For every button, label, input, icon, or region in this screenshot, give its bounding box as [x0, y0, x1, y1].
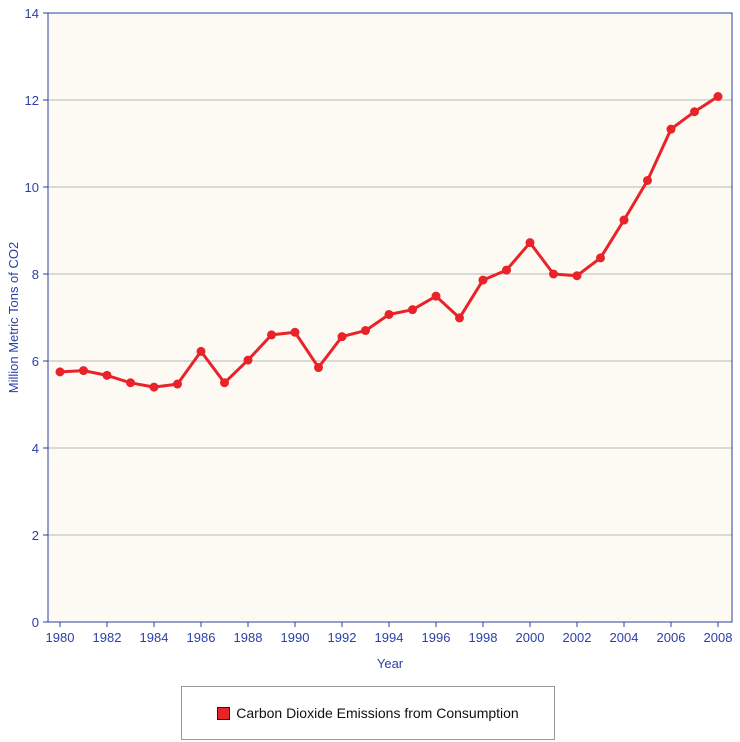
y-tick-label: 0 — [32, 615, 39, 630]
data-point — [619, 215, 629, 225]
y-axis-title: Million Metric Tons of CO2 — [6, 242, 21, 393]
y-tick-label: 12 — [25, 93, 39, 108]
x-tick-label: 1994 — [375, 630, 404, 645]
data-point — [196, 346, 206, 356]
data-point — [220, 378, 229, 388]
data-point — [572, 271, 582, 281]
data-point — [408, 305, 417, 315]
x-tick-label: 2002 — [563, 630, 592, 645]
x-tick-label: 1984 — [140, 630, 169, 645]
data-point — [690, 107, 699, 117]
data-point — [643, 175, 652, 185]
data-point — [502, 265, 511, 275]
y-tick-label: 8 — [32, 267, 39, 282]
x-tick-label: 2004 — [610, 630, 639, 645]
data-point — [361, 326, 370, 336]
y-tick-label: 2 — [32, 528, 39, 543]
data-point — [596, 253, 605, 263]
data-point — [384, 309, 394, 319]
x-tick-label: 1980 — [46, 630, 75, 645]
data-point — [173, 379, 182, 389]
y-axis-ticks: 0 2 4 6 8 10 12 14 — [25, 6, 48, 630]
data-point — [666, 124, 676, 134]
data-point — [549, 269, 558, 279]
data-point — [290, 327, 300, 337]
x-axis-title: Year — [377, 656, 404, 671]
axes — [47, 12, 733, 623]
y-tick-label: 14 — [25, 6, 39, 21]
y-tick-label: 4 — [32, 441, 39, 456]
data-point — [55, 367, 65, 377]
data-series — [55, 92, 723, 392]
grid-lines — [48, 99, 732, 536]
x-tick-label: 1998 — [469, 630, 498, 645]
x-axis-ticks: 1980 1982 1984 1986 1988 1990 1992 1994 1996 1998… — [46, 622, 733, 645]
data-point — [337, 332, 347, 342]
y-tick-label: 10 — [25, 180, 39, 195]
plot-border — [47, 12, 733, 623]
data-point — [267, 330, 276, 340]
data-point — [431, 291, 441, 301]
x-tick-label: 2006 — [657, 630, 686, 645]
data-point — [455, 313, 464, 323]
data-point — [149, 382, 159, 392]
data-point — [525, 238, 535, 248]
legend-label: Carbon Dioxide Emissions from Consumptio… — [236, 705, 519, 721]
x-tick-label: 2008 — [704, 630, 733, 645]
data-point — [314, 363, 323, 373]
legend: Carbon Dioxide Emissions from Consumptio… — [181, 686, 555, 740]
x-tick-label: 1992 — [328, 630, 357, 645]
x-tick-label: 1982 — [93, 630, 122, 645]
x-tick-label: 1988 — [234, 630, 263, 645]
x-tick-label: 1996 — [422, 630, 451, 645]
data-point — [102, 370, 112, 380]
x-tick-label: 2000 — [516, 630, 545, 645]
data-point — [79, 366, 88, 376]
data-point — [713, 92, 723, 102]
legend-swatch — [217, 706, 231, 720]
data-point — [243, 355, 253, 365]
y-tick-label: 6 — [32, 354, 39, 369]
x-tick-label: 1986 — [187, 630, 216, 645]
x-tick-label: 1990 — [281, 630, 310, 645]
data-point — [478, 275, 488, 285]
data-point — [126, 378, 135, 388]
